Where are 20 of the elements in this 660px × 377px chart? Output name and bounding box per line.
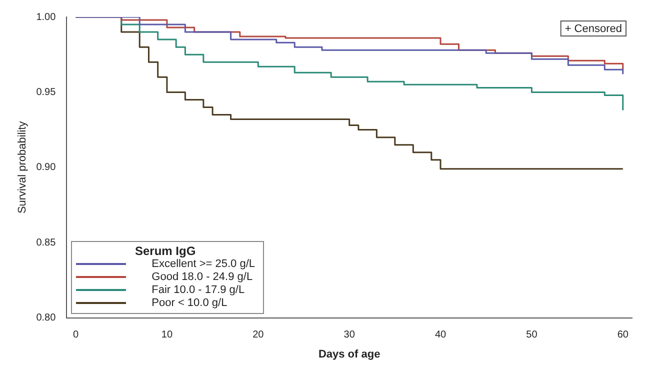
y-tick-label: 0.90 [36, 162, 56, 174]
x-tick-label: 20 [252, 330, 264, 341]
x-tick-label: 50 [526, 330, 538, 341]
x-tick-label: 10 [161, 330, 173, 341]
x-tick-label: 40 [434, 330, 447, 341]
legend-label: Poor < 10.0 g/L [152, 296, 228, 310]
y-tick-label: 1.00 [36, 12, 56, 23]
x-tick-label: 60 [617, 330, 629, 341]
y-tick-label: 0.80 [36, 312, 56, 324]
legend-label: Good 18.0 - 24.9 g/L [152, 270, 253, 284]
annotation: + Censored [564, 23, 622, 36]
x-axis-title: Days of age [318, 348, 380, 360]
x-tick-label: 30 [344, 330, 356, 341]
legend-label: Fair 10.0 - 17.9 g/L [152, 284, 245, 297]
y-axis-title: Survival probability [16, 120, 29, 214]
x-tick-label: 0 [73, 330, 79, 341]
legend-label: Excellent >= 25.0 g/L [152, 258, 256, 271]
y-tick-label: 0.85 [36, 237, 56, 248]
legend-title: Serum IgG [134, 244, 197, 258]
y-tick-label: 0.95 [36, 86, 56, 98]
